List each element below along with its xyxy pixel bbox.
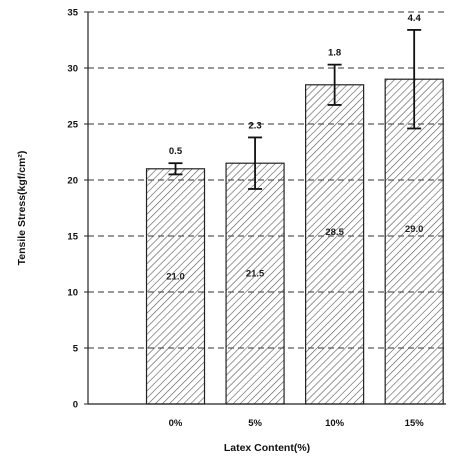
bar-5pct: [225, 162, 285, 405]
gridlines: [84, 11, 446, 405]
error-value-label: 2.3: [248, 120, 261, 131]
bars: [145, 29, 444, 405]
bar-value-label: 29.0: [405, 224, 424, 235]
bar-value-label: 21.5: [246, 268, 265, 279]
x-tick-label: 15%: [405, 418, 425, 429]
error-value-label: 4.4: [408, 13, 422, 24]
bar-10pct: [305, 84, 365, 405]
labels: 0 5 10 15 20 25 30 35 21.0 0.5 0% 21.5 2.3 5% 28.5 1.8 1…: [67, 8, 424, 430]
x-tick-label: 5%: [248, 418, 262, 429]
bar-value-label: 21.0: [166, 271, 185, 282]
y-tick-label: 5: [73, 344, 79, 355]
bar-0pct: [145, 168, 206, 405]
x-tick-label: 10%: [325, 418, 345, 429]
y-tick-label: 10: [67, 288, 78, 299]
y-tick-label: 35: [67, 8, 78, 19]
error-value-label: 1.8: [328, 48, 341, 59]
bar-15pct: [384, 78, 444, 405]
y-tick-label: 20: [67, 176, 78, 187]
y-tick-label: 25: [67, 120, 78, 131]
x-axis-title: Latex Content(%): [224, 442, 310, 454]
error-value-label: 0.5: [169, 146, 183, 157]
y-tick-label: 0: [73, 400, 78, 411]
y-axis-title: Tensile Stress(kgf/cm²): [16, 151, 28, 266]
axes: [87, 12, 446, 405]
y-tick-label: 15: [67, 232, 78, 243]
x-tick-label: 0%: [169, 418, 183, 429]
y-tick-label: 30: [67, 64, 78, 75]
bar-value-label: 28.5: [325, 227, 344, 238]
